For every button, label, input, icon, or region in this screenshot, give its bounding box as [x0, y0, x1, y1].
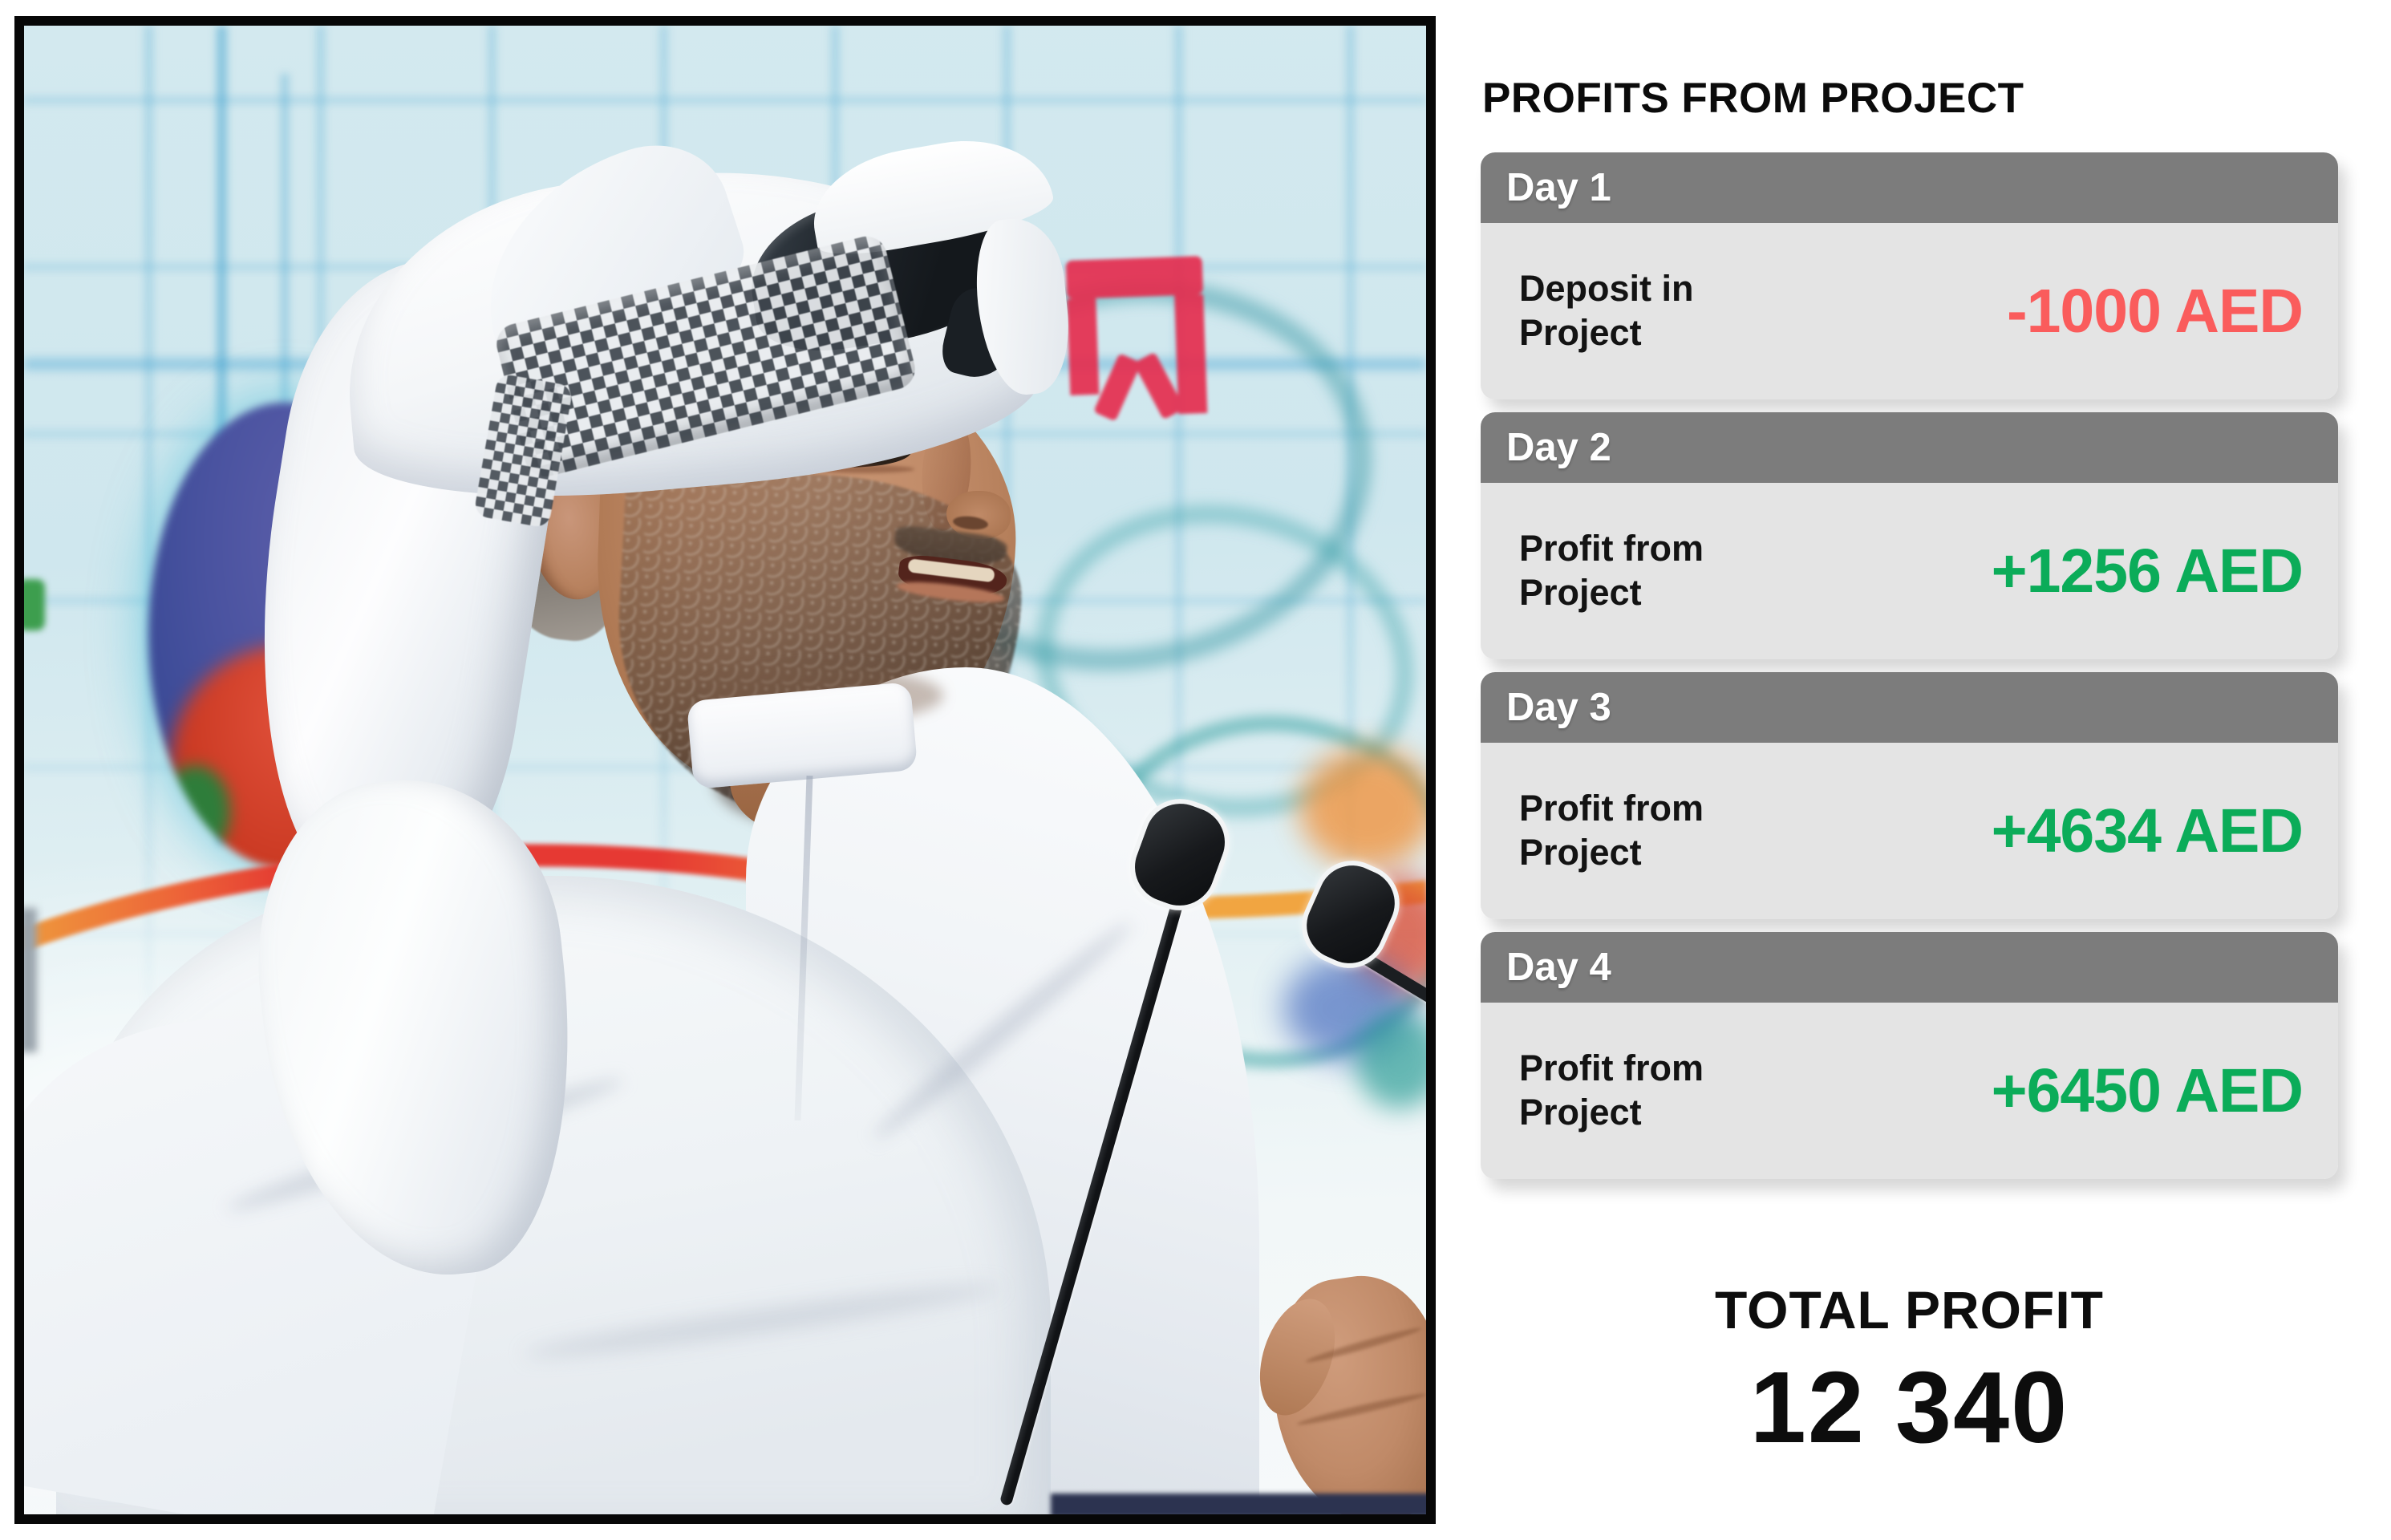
day-value: +1256 AED [1991, 536, 2304, 606]
day-value: +4634 AED [1991, 796, 2304, 865]
day-card-1: Day 1 Deposit in Project -1000 AED [1481, 152, 2338, 399]
day-description: Profit from Project [1519, 788, 1704, 873]
day-description: Profit from Project [1519, 1048, 1704, 1133]
day-card-header: Day 4 [1481, 932, 2338, 1003]
day-card-header: Day 2 [1481, 412, 2338, 483]
gray-dash-doodle [24, 908, 37, 1052]
day-card-header: Day 1 [1481, 152, 2338, 223]
day-label: Day 2 [1506, 426, 1611, 469]
day-card-body: Profit from Project +4634 AED [1481, 743, 2338, 919]
blurred-color-blob [1299, 748, 1426, 868]
total-profit-label: TOTAL PROFIT [1715, 1280, 2104, 1339]
day-card-body: Profit from Project +6450 AED [1481, 1003, 2338, 1179]
day-card-2: Day 2 Profit from Project +1256 AED [1481, 412, 2338, 659]
day-label: Day 1 [1506, 166, 1611, 209]
day-description: Profit from Project [1519, 528, 1704, 613]
day-card-body: Profit from Project +1256 AED [1481, 483, 2338, 659]
day-description: Deposit in Project [1519, 268, 1694, 353]
day-label: Day 3 [1506, 686, 1611, 729]
day-card-4: Day 4 Profit from Project +6450 AED [1481, 932, 2338, 1179]
speaker-photo [24, 26, 1426, 1514]
foreground-clothing [1051, 1493, 1426, 1514]
speaker-photo-frame [14, 16, 1436, 1524]
day-card-3: Day 3 Profit from Project +4634 AED [1481, 672, 2338, 919]
speaker-eye-shadow [810, 465, 914, 473]
day-card-header: Day 3 [1481, 672, 2338, 743]
blurred-color-blob [1356, 1012, 1426, 1108]
day-card-body: Deposit in Project -1000 AED [1481, 223, 2338, 399]
green-dash-doodle [24, 579, 45, 630]
day-label: Day 4 [1506, 946, 1611, 989]
day-value: +6450 AED [1991, 1056, 2304, 1125]
total-profit-value: 12 340 [1749, 1351, 2069, 1464]
panel-title: PROFITS FROM PROJECT [1482, 75, 2024, 122]
day-value: -1000 AED [2006, 276, 2304, 346]
profits-panel: PROFITS FROM PROJECT Day 1 Deposit in Pr… [1481, 0, 2338, 1540]
